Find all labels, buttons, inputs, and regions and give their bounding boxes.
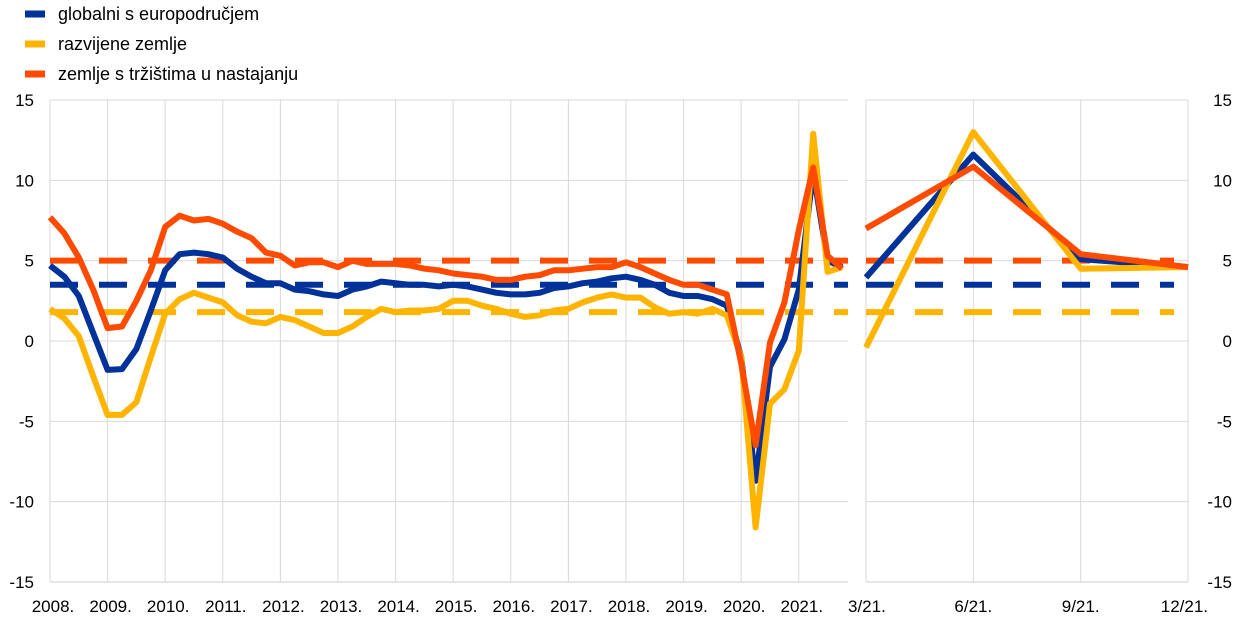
series-lines	[50, 132, 1188, 527]
legend-label-emerging: zemlje s tržištima u nastajanju	[58, 64, 298, 84]
left-series-line	[50, 172, 842, 481]
left-x-tick-label: 2013.	[320, 597, 363, 616]
left-x-tick-label: 2009.	[89, 597, 132, 616]
legend: globalni s europodručjem razvijene zemlj…	[25, 4, 298, 84]
left-x-tick-label: 2016.	[493, 597, 536, 616]
left-x-tick-label: 2019.	[665, 597, 708, 616]
left-y-tick-label: 15	[15, 91, 34, 110]
right-y-tick-label: -15	[1207, 573, 1232, 592]
left-x-tick-label: 2008.	[32, 597, 75, 616]
left-x-tick-label: 2010.	[147, 597, 190, 616]
left-x-tick-label: 2021.	[781, 597, 824, 616]
left-y-tick-label: -15	[9, 573, 34, 592]
right-x-tick-label: 9/21.	[1062, 597, 1100, 616]
left-x-tick-label: 2017.	[550, 597, 593, 616]
right-x-tick-label: 12/21.	[1161, 597, 1208, 616]
left-y-tick-label: 0	[25, 332, 34, 351]
left-x-tick-label: 2018.	[608, 597, 651, 616]
right-series-line	[866, 132, 1188, 347]
left-y-tick-label: 5	[25, 252, 34, 271]
right-x-tick-label: 6/21.	[954, 597, 992, 616]
right-y-tick-label: -5	[1217, 412, 1232, 431]
right-y-tick-label: 0	[1223, 332, 1232, 351]
grid	[50, 100, 1188, 582]
legend-label-global: globalni s europodručjem	[58, 4, 259, 24]
right-y-tick-label: 15	[1213, 91, 1232, 110]
right-y-tick-label: 5	[1223, 252, 1232, 271]
left-y-tick-label: -10	[9, 493, 34, 512]
left-x-tick-label: 2011.	[205, 597, 246, 616]
axes: -15 -10 -5 0 5 10 15 2008. 2009. 2010. 2011. 2012. 2…	[9, 91, 1232, 616]
right-y-tick-label: -10	[1207, 493, 1232, 512]
left-x-tick-label: 2020.	[723, 597, 766, 616]
left-x-tick-label: 2014.	[377, 597, 420, 616]
right-y-tick-label: 10	[1213, 171, 1232, 190]
left-x-tick-label: 2015.	[435, 597, 478, 616]
right-x-tick-label: 3/21.	[848, 597, 886, 616]
legend-label-advanced: razvijene zemlje	[58, 34, 187, 54]
left-y-tick-label: 10	[15, 171, 34, 190]
left-x-tick-label: 2012.	[262, 597, 305, 616]
left-series-line	[50, 134, 842, 528]
left-y-tick-label: -5	[19, 412, 34, 431]
